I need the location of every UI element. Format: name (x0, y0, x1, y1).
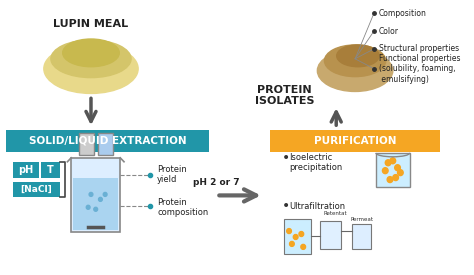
Circle shape (103, 192, 107, 196)
Ellipse shape (324, 45, 386, 77)
Text: Permeat: Permeat (350, 217, 374, 222)
Text: Ultrafiltration: Ultrafiltration (289, 202, 345, 211)
Ellipse shape (63, 39, 119, 67)
Text: Retentat: Retentat (324, 211, 347, 216)
FancyBboxPatch shape (6, 130, 209, 152)
FancyBboxPatch shape (270, 130, 440, 152)
FancyBboxPatch shape (73, 178, 118, 230)
Circle shape (398, 170, 403, 176)
Text: pH: pH (18, 165, 34, 175)
Ellipse shape (318, 50, 393, 92)
Circle shape (287, 229, 292, 233)
Circle shape (299, 232, 304, 236)
Circle shape (393, 175, 399, 181)
Ellipse shape (44, 44, 138, 94)
FancyBboxPatch shape (13, 162, 39, 178)
Text: Composition: Composition (379, 9, 427, 18)
FancyBboxPatch shape (352, 224, 371, 249)
Text: Functional properties
(solubility, foaming,
 emulsifying): Functional properties (solubility, foami… (379, 54, 460, 84)
Ellipse shape (337, 45, 379, 67)
Circle shape (395, 165, 401, 171)
Text: Protein
yield: Protein yield (157, 165, 187, 184)
FancyBboxPatch shape (320, 221, 341, 249)
FancyBboxPatch shape (376, 153, 410, 188)
Circle shape (301, 244, 306, 249)
FancyBboxPatch shape (13, 182, 60, 197)
Ellipse shape (51, 40, 131, 78)
Circle shape (94, 207, 98, 211)
Text: [NaCl]: [NaCl] (20, 185, 52, 194)
Text: LUPIN MEAL: LUPIN MEAL (54, 19, 128, 29)
Text: PROTEIN
ISOLATES: PROTEIN ISOLATES (255, 85, 314, 106)
Circle shape (89, 192, 93, 196)
Text: •: • (282, 199, 290, 213)
Circle shape (390, 158, 396, 164)
Circle shape (383, 168, 388, 174)
Circle shape (290, 241, 294, 246)
Text: PURIFICATION: PURIFICATION (314, 136, 396, 146)
Circle shape (385, 160, 391, 166)
FancyBboxPatch shape (41, 162, 60, 178)
FancyBboxPatch shape (284, 219, 311, 254)
Circle shape (86, 205, 90, 209)
Text: pH 2 or 7: pH 2 or 7 (193, 178, 240, 187)
FancyBboxPatch shape (98, 133, 113, 155)
FancyBboxPatch shape (79, 133, 94, 155)
Text: Structural properties: Structural properties (379, 44, 459, 53)
Text: •: • (282, 151, 290, 165)
Circle shape (387, 177, 393, 183)
Text: Isoelectric
precipitation: Isoelectric precipitation (289, 153, 342, 172)
FancyBboxPatch shape (71, 158, 120, 232)
Text: SOLID/LIQUID EXTRACTION: SOLID/LIQUID EXTRACTION (29, 136, 186, 146)
Circle shape (99, 197, 102, 201)
Text: T: T (47, 165, 54, 175)
Circle shape (293, 235, 298, 240)
Text: Color: Color (379, 27, 399, 35)
Text: Protein
composition: Protein composition (157, 198, 208, 217)
